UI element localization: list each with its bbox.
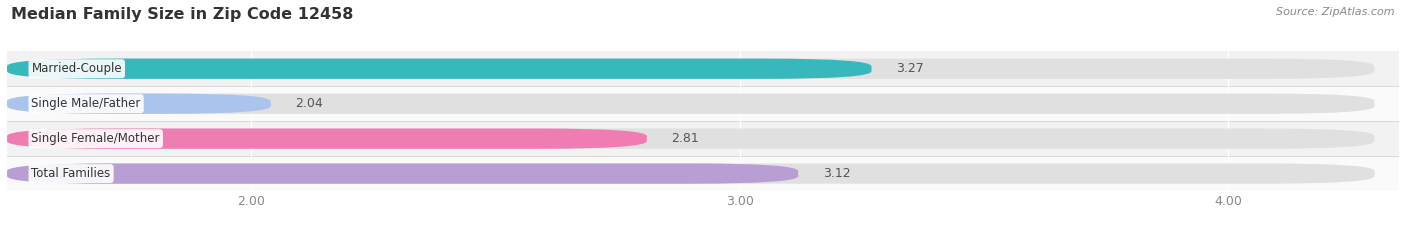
Text: Median Family Size in Zip Code 12458: Median Family Size in Zip Code 12458 xyxy=(11,7,354,22)
FancyBboxPatch shape xyxy=(7,129,1375,149)
Text: Single Female/Mother: Single Female/Mother xyxy=(31,132,160,145)
FancyBboxPatch shape xyxy=(7,93,271,114)
Text: 3.27: 3.27 xyxy=(896,62,924,75)
Bar xyxy=(7,86,1399,121)
FancyBboxPatch shape xyxy=(7,59,872,79)
Text: 2.04: 2.04 xyxy=(295,97,323,110)
Bar xyxy=(7,121,1399,156)
FancyBboxPatch shape xyxy=(7,129,647,149)
FancyBboxPatch shape xyxy=(7,59,1375,79)
Text: 2.81: 2.81 xyxy=(671,132,699,145)
Text: Total Families: Total Families xyxy=(31,167,111,180)
FancyBboxPatch shape xyxy=(7,164,799,184)
Text: Married-Couple: Married-Couple xyxy=(31,62,122,75)
Text: Single Male/Father: Single Male/Father xyxy=(31,97,141,110)
Text: Source: ZipAtlas.com: Source: ZipAtlas.com xyxy=(1277,7,1395,17)
FancyBboxPatch shape xyxy=(7,93,1375,114)
FancyBboxPatch shape xyxy=(7,164,1375,184)
Bar xyxy=(7,51,1399,86)
Bar xyxy=(7,156,1399,191)
Text: 3.12: 3.12 xyxy=(823,167,851,180)
